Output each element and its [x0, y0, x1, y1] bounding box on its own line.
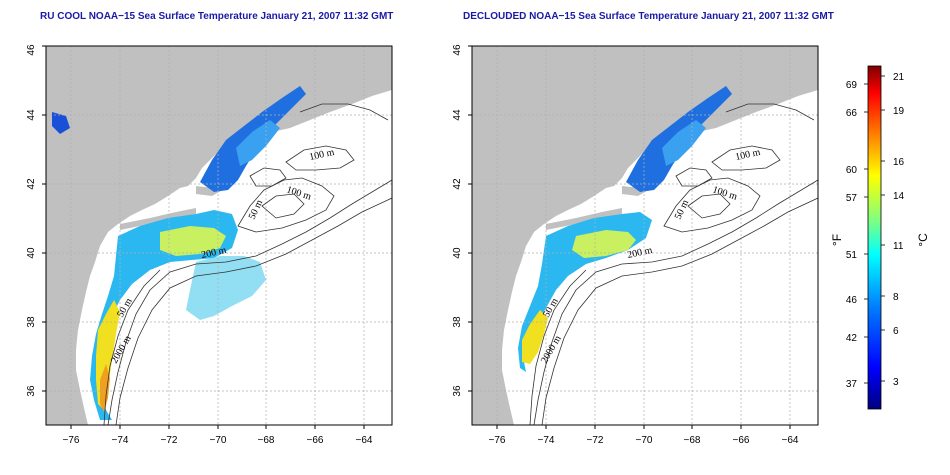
right-sst-warm-band	[572, 230, 636, 258]
left-map-contours	[103, 103, 392, 425]
left-map-title: RU COOL NOAA−15 Sea Surface Temperature …	[40, 11, 394, 22]
x-tick-label: −74	[538, 435, 555, 446]
fahrenheit-tick-label: 57	[846, 193, 858, 204]
colorbar-ticks	[864, 75, 885, 384]
celsius-tick-label: 14	[893, 191, 905, 202]
y-tick-label: 42	[452, 178, 463, 190]
right-map-cape-breton	[766, 48, 818, 70]
x-tick-label: −66	[307, 435, 324, 446]
right-map-x-labels: −76 −74 −72 −70 −68 −66 −64	[489, 435, 799, 446]
y-tick-label: 40	[26, 247, 37, 259]
right-map-title: DECLOUDED NOAA−15 Sea Surface Temperatur…	[463, 11, 834, 22]
contour-label: 100 m	[734, 147, 761, 163]
right-map-frame	[471, 45, 819, 426]
celsius-tick-label: 21	[893, 72, 905, 83]
y-tick-label: 40	[452, 247, 463, 259]
left-map-long-island	[120, 208, 196, 230]
right-map-contours	[529, 103, 818, 425]
left-map-y-labels: 36 38 40 42 44 46	[26, 44, 37, 397]
x-tick-label: −76	[489, 435, 506, 446]
left-map-grid	[46, 46, 392, 425]
x-tick-label: −64	[356, 435, 373, 446]
fahrenheit-tick-label: 46	[846, 295, 858, 306]
left-sst-hot-south	[100, 364, 110, 412]
right-sst-warm-south	[522, 310, 548, 364]
right-map-nova-scotia	[684, 56, 818, 132]
right-map-y-axis	[468, 45, 472, 392]
y-tick-label: 44	[26, 109, 37, 121]
left-map-x-axis	[70, 425, 365, 429]
right-map: 100 m 100 m 50 m 200 m 50 m 2000 m −76 −…	[452, 44, 819, 446]
x-tick-label: −72	[161, 435, 178, 446]
colorbar-gradient	[867, 65, 882, 410]
left-map-land	[46, 46, 392, 425]
colorbar-fahrenheit-unit: °F	[830, 234, 844, 246]
celsius-tick-label: 6	[893, 326, 899, 337]
left-map: 100 m 100 m 50 m 200 m 50 m 2000 m −76 −…	[26, 44, 393, 446]
celsius-tick-label: 8	[893, 292, 899, 303]
celsius-tick-label: 11	[893, 241, 904, 252]
right-map-long-island	[546, 208, 622, 230]
x-tick-label: −70	[636, 435, 653, 446]
fahrenheit-tick-label: 66	[846, 108, 858, 119]
fahrenheit-tick-label: 42	[846, 333, 858, 344]
right-map-x-axis	[496, 425, 791, 429]
right-map-grid	[472, 46, 818, 425]
left-sst-shelf-ne	[90, 210, 238, 420]
y-tick-label: 38	[26, 316, 37, 328]
right-map-y-labels: 36 38 40 42 44 46	[452, 44, 463, 397]
y-tick-label: 46	[452, 44, 463, 56]
y-tick-label: 36	[452, 385, 463, 397]
celsius-tick-label: 3	[893, 377, 899, 388]
y-tick-label: 38	[452, 316, 463, 328]
x-tick-label: −64	[782, 435, 799, 446]
left-sst-speckle	[186, 256, 266, 320]
contour-label: 200 m	[200, 245, 227, 261]
celsius-tick-label: 19	[893, 106, 905, 117]
x-tick-label: −70	[210, 435, 227, 446]
left-map-y-axis	[42, 45, 46, 392]
x-tick-label: −68	[684, 435, 701, 446]
colorbar-celsius-unit: °C	[916, 233, 930, 247]
right-sst-gulf-of-maine-2	[662, 120, 706, 166]
left-map-cape-breton	[340, 48, 392, 70]
y-tick-label: 42	[26, 178, 37, 190]
fahrenheit-tick-label: 60	[846, 165, 858, 176]
left-map-nova-scotia	[258, 56, 392, 132]
x-tick-label: −66	[733, 435, 750, 446]
x-tick-label: −72	[587, 435, 604, 446]
colorbar-fahrenheit-labels: 69 66 60 57 51 46 42 37	[846, 80, 858, 390]
right-map-land	[472, 46, 818, 425]
left-sst-gulf-of-maine-2	[236, 120, 280, 166]
left-sst-coast-blue	[52, 112, 70, 134]
x-tick-label: −74	[112, 435, 129, 446]
left-sst-warm-band	[160, 226, 226, 256]
fahrenheit-tick-label: 37	[846, 379, 858, 390]
contour-label: 200 m	[626, 245, 653, 261]
contour-label: 100 m	[308, 147, 335, 163]
colorbar: 69 66 60 57 51 46 42 37 21 19 16 14 11 8…	[830, 65, 930, 410]
left-map-frame	[45, 45, 393, 426]
fahrenheit-tick-label: 69	[846, 80, 858, 91]
colorbar-celsius-labels: 21 19 16 14 11 8 6 3	[893, 72, 905, 388]
y-tick-label: 44	[452, 109, 463, 121]
y-tick-label: 36	[26, 385, 37, 397]
celsius-tick-label: 16	[893, 157, 905, 168]
fahrenheit-tick-label: 51	[846, 250, 858, 261]
x-tick-label: −76	[63, 435, 80, 446]
left-map-x-labels: −76 −74 −72 −70 −68 −66 −64	[63, 435, 373, 446]
x-tick-label: −68	[258, 435, 275, 446]
y-tick-label: 46	[26, 44, 37, 56]
